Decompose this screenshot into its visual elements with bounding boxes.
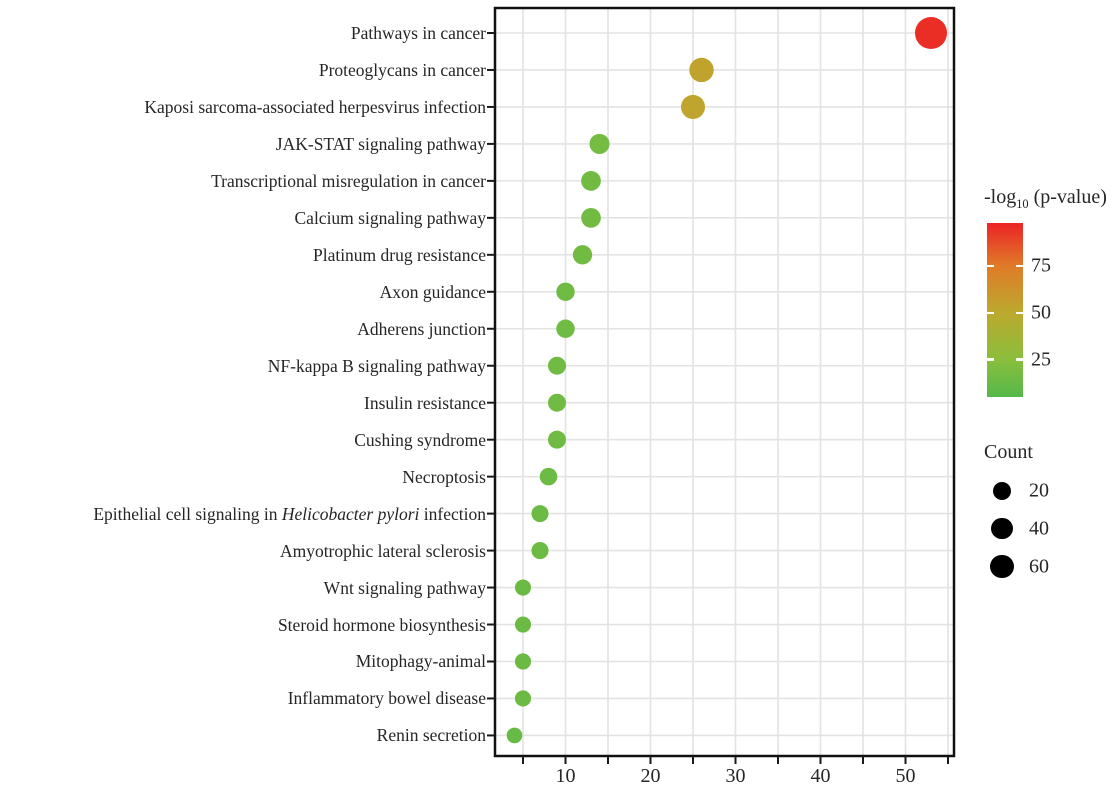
y-axis-label: Inflammatory bowel disease [287,688,486,709]
pathway-dot [548,393,566,412]
pathway-dot [689,57,714,83]
pathway-dot [581,208,601,228]
y-axis-label: Wnt signaling pathway [323,577,486,598]
pathway-dot [556,282,575,302]
size-legend-dot [990,554,1014,579]
color-legend-title-main: -log [984,186,1017,208]
y-axis-label: Platinum drug resistance [312,244,486,265]
color-legend-tick-label: 50 [1031,301,1051,324]
size-legend-dot [991,518,1013,540]
y-axis-label: Necroptosis [402,466,486,487]
pathway-dot [581,171,601,191]
size-legend-title: Count [984,441,1033,463]
pathway-dot [589,133,610,154]
plot-panel [487,6,956,764]
y-axis-label: Amyotrophic lateral sclerosis [279,540,486,561]
pathway-dot [514,616,532,633]
color-legend-tick-mark-left [987,311,994,315]
y-axis-label: Insulin resistance [364,392,486,413]
y-axis-label: Calcium signaling pathway [294,207,487,228]
pathway-dot [548,430,566,449]
y-axis-label: NF-kappa B signaling pathway [267,355,486,376]
color-legend-tick-mark-left [987,264,994,268]
pathway-dot [531,542,549,560]
size-legend-value-label: 20 [1029,479,1049,502]
y-axis-label: Transcriptional misregulation in cancer [211,170,486,191]
y-axis-label: Pathways in cancer [350,23,486,43]
panel-border [493,6,956,758]
size-legend-value-label: 40 [1029,517,1049,540]
pathway-dot [514,579,532,596]
color-legend-title: -log10 (p-value) [984,186,1107,212]
x-axis-tick-label: 20 [640,765,661,787]
color-legend-tick-mark-right [1016,264,1023,268]
color-legend-tick-mark-left [987,358,994,361]
y-axis-label: Adherens junction [357,318,486,339]
y-axis-label: Mitophagy-animal [355,651,486,672]
y-axis-label: Steroid hormone biosynthesis [277,614,486,635]
pathway-dot [914,16,948,50]
x-axis-tick-label: 40 [810,765,831,787]
color-legend-tick-label: 25 [1031,348,1051,371]
pathway-dot [514,653,532,670]
size-legend-value-label: 60 [1029,555,1049,578]
color-legend-title-subscript: 10 [1016,197,1029,211]
pathway-dot [548,356,566,375]
x-axis-tick-label: 30 [725,765,746,787]
color-legend-tick-mark-right [1016,311,1023,315]
color-legend-title-rest: (p-value) [1028,186,1107,208]
color-legend-tick-label: 75 [1031,254,1051,277]
pathway-dot [506,727,523,744]
color-gradient-bar [987,223,1023,397]
x-axis-tick-label: 50 [895,765,916,787]
y-axis-label: Kaposi sarcoma-associated herpesvirus in… [144,96,486,117]
pathway-dot [680,94,706,119]
y-axis-label: Cushing syndrome [354,429,486,450]
pathway-dot [572,245,593,265]
pathway-dot [539,467,558,486]
pathway-dot [531,505,549,523]
size-legend-dot [992,481,1011,500]
pathway-dot [514,690,532,707]
y-axis-label: Renin secretion [376,725,486,746]
pathway-dot [556,319,575,338]
color-legend-tick-mark-right [1016,358,1023,361]
y-axis-label: JAK-STAT signaling pathway [275,133,486,154]
y-axis-label: Epithelial cell signaling in Helicobacte… [93,503,486,524]
x-axis-tick-label: 10 [555,765,576,787]
y-axis-label: Proteoglycans in cancer [318,59,486,80]
y-axis-label: Axon guidance [379,281,486,302]
